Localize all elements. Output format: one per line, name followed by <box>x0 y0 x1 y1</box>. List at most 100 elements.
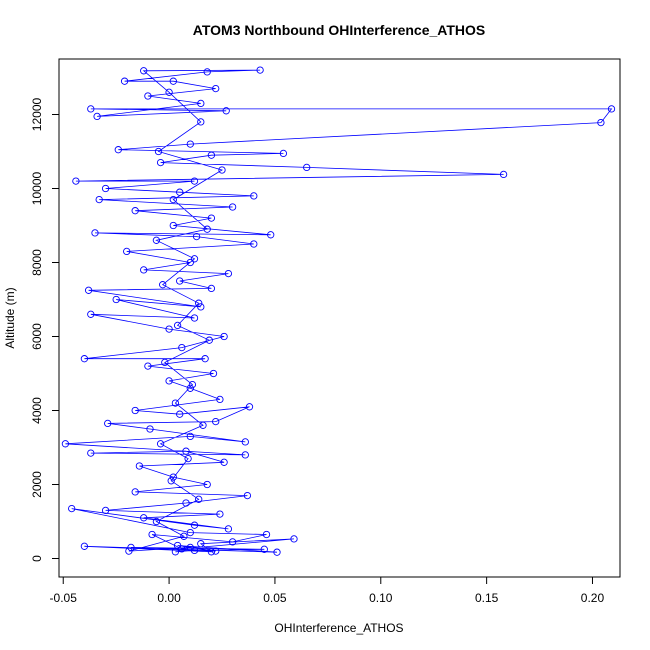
data-point <box>120 77 129 85</box>
x-tick-label: 0.15 <box>475 591 499 605</box>
data-point <box>197 99 205 108</box>
data-point <box>186 140 194 148</box>
data-point <box>241 451 249 459</box>
data-point <box>212 547 220 555</box>
data-point <box>188 380 197 389</box>
y-tick-label: 0 <box>30 555 44 562</box>
data-point <box>241 438 249 446</box>
data-point <box>186 432 194 441</box>
x-axis: -0.05 0.00 0.05 0.10 0.15 0.20 <box>50 576 605 605</box>
data-point <box>131 488 139 496</box>
data-point <box>176 277 184 285</box>
data-point <box>273 548 281 556</box>
data-point <box>290 535 298 543</box>
data-point <box>169 77 177 85</box>
data-point <box>180 532 188 540</box>
data-point <box>144 362 152 370</box>
y-tick-label: 2000 <box>30 471 44 498</box>
data-point <box>101 184 110 193</box>
data-point <box>140 514 148 522</box>
data-point <box>207 284 216 293</box>
data-point <box>197 303 205 311</box>
y-axis: 0 2000 4000 6000 8000 10000 12000 <box>30 97 60 562</box>
data-point <box>220 332 228 341</box>
data-point <box>161 358 169 367</box>
data-point <box>195 299 203 307</box>
data-point <box>243 491 252 500</box>
data-point <box>131 406 139 415</box>
data-point <box>101 506 110 515</box>
series-line <box>65 69 613 553</box>
data-point <box>167 477 175 485</box>
data-point <box>140 266 148 274</box>
data-point <box>169 221 177 230</box>
y-tick-label: 10000 <box>30 171 44 205</box>
data-point <box>228 203 237 211</box>
data-point <box>165 88 173 96</box>
data-point <box>131 207 139 215</box>
data-point <box>173 321 182 330</box>
data-point <box>184 454 192 463</box>
data-point <box>197 540 205 548</box>
x-tick-label: 0.00 <box>157 591 181 605</box>
data-point <box>176 188 184 196</box>
data-point <box>212 84 220 93</box>
data-point <box>192 232 201 241</box>
data-point <box>68 504 76 513</box>
data-point <box>201 355 209 363</box>
data-point <box>207 548 216 556</box>
data-point <box>199 421 207 429</box>
data-point <box>171 399 180 407</box>
data-point <box>144 92 152 100</box>
data-point <box>104 419 112 428</box>
plot-frame <box>58 58 621 578</box>
data-point <box>195 495 203 503</box>
data-point <box>87 449 95 457</box>
data-point <box>190 521 199 529</box>
data-point <box>72 177 80 185</box>
x-tick-label: 0.20 <box>581 591 605 605</box>
data-point <box>203 225 211 233</box>
data-point <box>260 545 268 553</box>
data-point <box>607 105 616 113</box>
data-point <box>228 538 237 546</box>
data-point <box>203 68 211 76</box>
data-point <box>112 295 120 304</box>
y-tick-label: 12000 <box>30 97 44 131</box>
data-point <box>93 112 101 121</box>
data-point <box>171 548 180 556</box>
data-point <box>209 369 218 378</box>
data-point <box>127 543 135 552</box>
data-point <box>95 195 103 204</box>
y-tick-label: 6000 <box>30 323 44 350</box>
data-point <box>207 214 216 222</box>
data-point <box>87 310 95 318</box>
y-axis-label: Altitude (m) <box>3 287 17 348</box>
data-point <box>84 286 93 294</box>
data-point <box>91 229 99 237</box>
data-point <box>123 247 131 256</box>
data-point <box>125 547 133 555</box>
data-point <box>250 192 258 200</box>
data-point <box>256 66 264 74</box>
data-point <box>597 118 605 127</box>
data-point <box>216 395 224 404</box>
data-point <box>212 417 220 426</box>
data-point <box>176 410 184 418</box>
data-point <box>267 231 275 239</box>
x-axis-label: OHInterference_ATHOS <box>274 621 403 635</box>
data-point <box>80 542 89 550</box>
data-point <box>203 480 211 489</box>
data-point <box>250 240 258 248</box>
data-point <box>303 163 311 172</box>
data-point <box>178 343 186 352</box>
data-point <box>186 258 194 267</box>
data-point <box>499 170 508 179</box>
data-point <box>165 325 173 333</box>
data-point <box>216 510 224 518</box>
data-point <box>80 355 89 363</box>
data-point <box>190 177 199 185</box>
data-point <box>262 530 271 539</box>
data-point <box>222 107 230 115</box>
data-point <box>61 440 70 448</box>
